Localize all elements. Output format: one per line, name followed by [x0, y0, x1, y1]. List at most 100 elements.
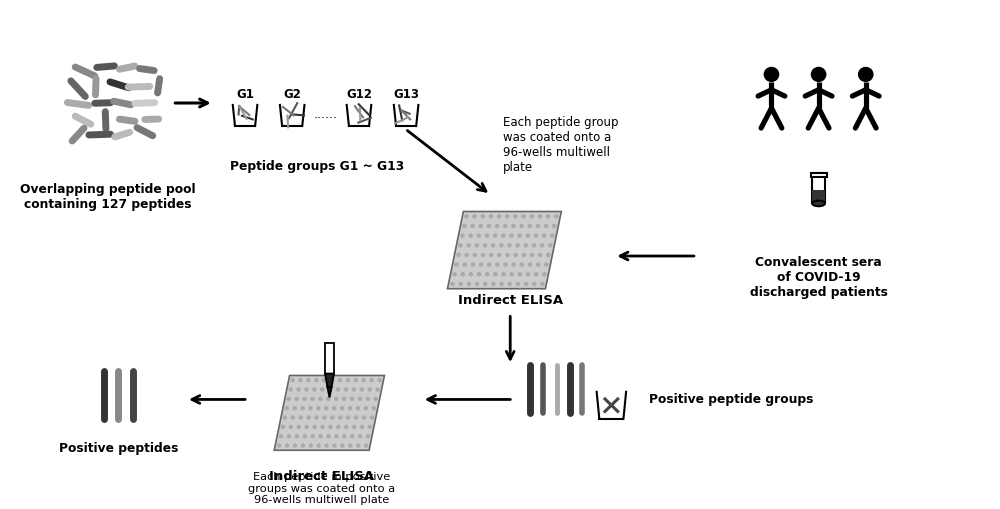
Circle shape: [370, 379, 373, 382]
Circle shape: [351, 435, 354, 438]
Circle shape: [297, 388, 300, 391]
Circle shape: [545, 224, 548, 228]
Circle shape: [496, 224, 499, 228]
Circle shape: [489, 215, 493, 218]
Circle shape: [510, 273, 513, 276]
Circle shape: [538, 215, 541, 218]
Circle shape: [307, 379, 310, 382]
Polygon shape: [325, 374, 334, 387]
Circle shape: [518, 234, 521, 237]
Circle shape: [547, 253, 550, 257]
Circle shape: [327, 398, 330, 401]
Circle shape: [293, 407, 296, 410]
Circle shape: [289, 388, 292, 391]
Polygon shape: [274, 376, 384, 450]
Ellipse shape: [812, 201, 825, 206]
Text: G12: G12: [346, 88, 372, 101]
Circle shape: [317, 444, 320, 447]
Circle shape: [370, 416, 373, 419]
Circle shape: [518, 273, 521, 276]
Circle shape: [492, 244, 495, 247]
Circle shape: [504, 263, 507, 266]
Circle shape: [502, 234, 505, 237]
Circle shape: [764, 68, 779, 81]
Circle shape: [551, 234, 554, 237]
Circle shape: [492, 282, 495, 286]
Circle shape: [362, 379, 365, 382]
Circle shape: [534, 234, 538, 237]
Circle shape: [522, 253, 525, 257]
Circle shape: [329, 388, 332, 391]
Circle shape: [359, 435, 362, 438]
Circle shape: [494, 273, 497, 276]
Circle shape: [541, 282, 544, 286]
Circle shape: [374, 398, 377, 401]
Circle shape: [301, 407, 304, 410]
Circle shape: [522, 215, 525, 218]
Circle shape: [344, 388, 348, 391]
Circle shape: [539, 253, 542, 257]
Text: Indirect ELISA: Indirect ELISA: [458, 295, 563, 307]
Circle shape: [349, 444, 352, 447]
Circle shape: [496, 263, 499, 266]
Circle shape: [287, 435, 290, 438]
Circle shape: [280, 435, 283, 438]
Polygon shape: [447, 212, 561, 289]
Circle shape: [514, 253, 517, 257]
Circle shape: [372, 407, 375, 410]
Circle shape: [512, 263, 515, 266]
Circle shape: [498, 215, 501, 218]
Circle shape: [504, 224, 507, 228]
Circle shape: [347, 416, 350, 419]
Circle shape: [453, 273, 456, 276]
Circle shape: [303, 435, 306, 438]
Circle shape: [473, 253, 476, 257]
FancyBboxPatch shape: [811, 173, 827, 177]
Circle shape: [494, 234, 497, 237]
Circle shape: [346, 379, 349, 382]
Circle shape: [323, 416, 326, 419]
Circle shape: [362, 416, 365, 419]
Circle shape: [315, 416, 318, 419]
Circle shape: [333, 407, 336, 410]
Circle shape: [368, 388, 371, 391]
Circle shape: [484, 282, 487, 286]
Circle shape: [345, 426, 348, 429]
Circle shape: [481, 253, 485, 257]
Circle shape: [530, 215, 533, 218]
Circle shape: [365, 444, 368, 447]
Circle shape: [469, 273, 472, 276]
Circle shape: [500, 282, 503, 286]
Circle shape: [543, 273, 546, 276]
Circle shape: [333, 444, 336, 447]
Circle shape: [376, 388, 379, 391]
FancyBboxPatch shape: [812, 190, 825, 204]
Circle shape: [358, 398, 361, 401]
Circle shape: [355, 416, 358, 419]
Circle shape: [283, 416, 286, 419]
Circle shape: [465, 253, 468, 257]
Circle shape: [506, 215, 509, 218]
Circle shape: [526, 273, 530, 276]
Circle shape: [532, 244, 536, 247]
Circle shape: [350, 398, 354, 401]
Circle shape: [331, 379, 334, 382]
Circle shape: [455, 263, 458, 266]
FancyBboxPatch shape: [325, 343, 334, 374]
Text: Positive peptide groups: Positive peptide groups: [649, 393, 813, 406]
Circle shape: [479, 263, 483, 266]
Circle shape: [305, 388, 308, 391]
Polygon shape: [327, 387, 332, 398]
Circle shape: [485, 234, 489, 237]
Circle shape: [313, 388, 316, 391]
Circle shape: [349, 407, 352, 410]
Circle shape: [506, 253, 509, 257]
Circle shape: [291, 379, 294, 382]
Circle shape: [323, 379, 326, 382]
Circle shape: [524, 244, 527, 247]
Circle shape: [309, 444, 312, 447]
Circle shape: [502, 273, 505, 276]
Circle shape: [295, 398, 298, 401]
Circle shape: [459, 244, 462, 247]
Circle shape: [309, 407, 312, 410]
